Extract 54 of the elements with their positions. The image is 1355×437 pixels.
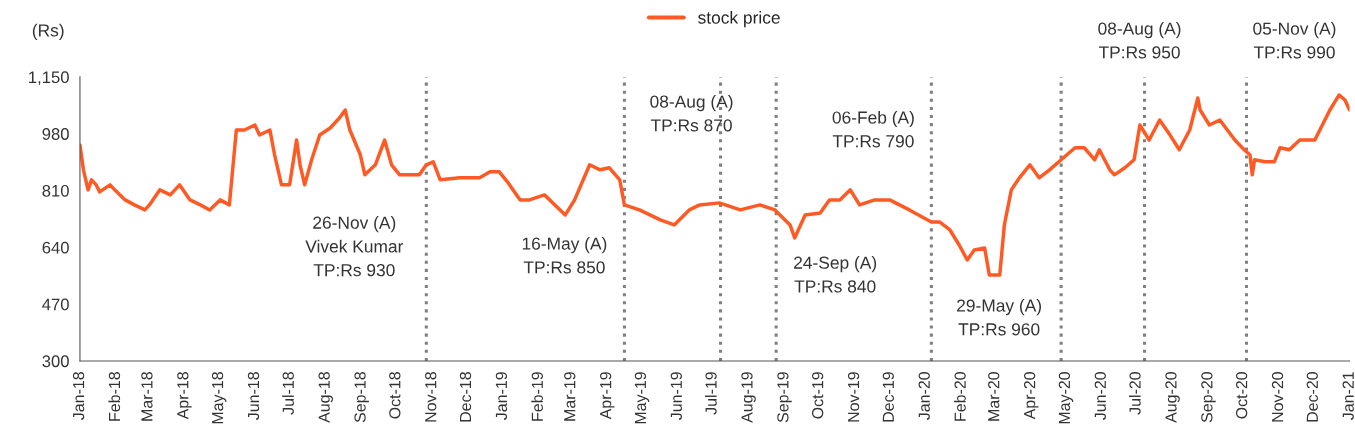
x-tick-label: Nov-19 xyxy=(847,372,860,422)
x-tick-label: Apr-19 xyxy=(600,372,615,420)
x-tick-label: Aug-19 xyxy=(741,372,756,423)
x-tick-label: Nov-18 xyxy=(425,372,437,422)
ref-line-label: 16-May (A) TP:Rs 850 xyxy=(522,237,607,274)
x-tick-label: Jul-20 xyxy=(1128,372,1141,415)
ref-line-label: 08-Aug (A) TP:Rs 950 xyxy=(1098,22,1181,59)
x-tick-label: Dec-19 xyxy=(882,372,894,422)
y-tick-label: 980 xyxy=(42,128,69,140)
x-tick-label: Jan-18 xyxy=(72,372,85,420)
x-tick-label: Jun-20 xyxy=(1094,372,1106,420)
x-tick-label: Mar-18 xyxy=(141,372,153,421)
x-tick-label: Apr-18 xyxy=(177,372,192,420)
x-tick-label: Jan-20 xyxy=(918,372,930,420)
x-tick-label: May-18 xyxy=(211,372,227,424)
y-axis-title: (Rs) xyxy=(32,23,64,40)
x-tick-label: Oct-20 xyxy=(1235,372,1248,419)
x-tick-label: Nov-20 xyxy=(1271,372,1284,422)
x-tick-label: Feb-19 xyxy=(531,372,543,421)
x-tick-label: Sep-18 xyxy=(354,372,369,423)
x-tick-label: Feb-20 xyxy=(954,372,966,421)
x-tick-label: Apr-20 xyxy=(1023,372,1039,420)
x-tick-label: Sep-19 xyxy=(777,372,792,423)
ref-line-label: 29-May (A) TP:Rs 960 xyxy=(957,298,1041,336)
y-tick-label: 300 xyxy=(42,355,69,368)
x-tick-label: Jun-19 xyxy=(670,372,682,420)
x-tick-label: Mar-20 xyxy=(988,372,1000,421)
x-tick-label: Aug-18 xyxy=(318,372,333,423)
x-tick-label: Mar-19 xyxy=(564,372,576,421)
legend-label: stock price xyxy=(698,11,780,28)
line-series xyxy=(79,93,1350,277)
ref-line-label: 05-Nov (A) TP:Rs 990 xyxy=(1253,22,1336,59)
x-tick-label: May-20 xyxy=(1058,372,1074,424)
x-tick-label: Jun-18 xyxy=(247,372,260,420)
x-tick-label: Jan-19 xyxy=(495,372,508,420)
x-tick-label: Oct-19 xyxy=(812,372,824,419)
x-tick-label: Aug-20 xyxy=(1165,372,1180,423)
y-tick-label: 640 xyxy=(42,241,69,254)
x-tick-label: Dec-20 xyxy=(1306,372,1318,422)
ref-line-label: 08-Aug (A) TP:Rs 870 xyxy=(650,95,733,132)
x-tick-label: Jul-19 xyxy=(705,372,717,415)
x-tick-label: Sep-20 xyxy=(1201,372,1216,423)
x-tick-label: Feb-18 xyxy=(108,372,121,421)
y-tick-label: 470 xyxy=(42,298,69,311)
x-tick-label: Jul-18 xyxy=(282,372,294,415)
ref-line-label: 26-Nov (A) Vivek Kumar TP:Rs 930 xyxy=(305,216,404,277)
ref-line-label: 06-Feb (A) TP:Rs 790 xyxy=(832,110,914,148)
y-tick-label: 810 xyxy=(42,184,69,197)
x-tick-label: Dec-18 xyxy=(459,372,472,422)
y-tick-label: 1,150 xyxy=(29,71,69,86)
ref-line-label: 24-Sep (A) TP:Rs 840 xyxy=(794,256,877,293)
x-tick-label: Jan-21 xyxy=(1342,372,1354,420)
x-tick-label: Oct-18 xyxy=(389,372,401,419)
x-tick-label: May-19 xyxy=(634,372,650,424)
